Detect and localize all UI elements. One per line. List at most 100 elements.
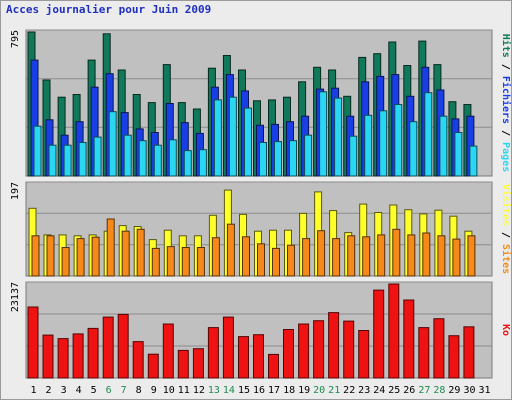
x-tick-label-day-27: 27 — [418, 385, 430, 396]
bar-sites-day-19 — [302, 238, 311, 277]
bar-sites-day-7 — [121, 230, 130, 277]
bar-pages-day-4 — [78, 142, 87, 177]
x-tick-label-day-6: 6 — [106, 385, 112, 396]
bar-kb-day-16 — [253, 334, 264, 379]
bar-sites-day-14 — [226, 223, 235, 277]
x-tick-label-day-21: 21 — [328, 385, 340, 396]
x-tick-label-day-9: 9 — [151, 385, 157, 396]
x-tick-label-day-29: 29 — [448, 385, 460, 396]
x-tick-label-day-1: 1 — [30, 385, 36, 396]
chart-title: Acces journalier pour Juin 2009 — [6, 3, 212, 16]
bar-kb-day-6 — [102, 316, 114, 379]
bar-sites-day-15 — [242, 236, 250, 277]
bar-kb-day-4 — [72, 333, 84, 379]
x-tick-label-day-3: 3 — [61, 385, 67, 396]
legend-entry-separator: / — [500, 124, 511, 142]
x-tick-label-day-22: 22 — [343, 385, 355, 396]
bar-sites-day-12 — [196, 247, 205, 277]
bar-pages-day-15 — [244, 107, 252, 177]
bar-pages-day-10 — [168, 139, 177, 177]
bar-sites-day-5 — [91, 236, 100, 277]
bar-pages-day-12 — [198, 149, 207, 177]
bar-sites-day-25 — [392, 228, 401, 277]
bar-kb-day-22 — [343, 320, 355, 379]
bar-pages-day-28 — [439, 115, 448, 177]
bar-kb-day-19 — [298, 323, 310, 379]
bar-pages-day-6 — [108, 111, 117, 177]
bar-pages-day-14 — [228, 96, 237, 177]
x-tick-label-day-12: 12 — [193, 385, 205, 396]
bar-pages-day-7 — [123, 134, 132, 177]
bar-kb-day-26 — [403, 299, 415, 379]
bar-kb-day-29 — [448, 335, 460, 379]
x-tick-label-day-2: 2 — [45, 385, 51, 396]
bar-sites-day-4 — [76, 238, 85, 277]
bar-kb-day-14 — [222, 316, 234, 379]
bar-kb-day-13 — [207, 327, 219, 379]
x-tick-label-day-26: 26 — [403, 385, 415, 396]
bar-sites-day-6 — [106, 218, 115, 277]
legend-entry-hits: Hits — [500, 34, 512, 58]
bar-sites-day-9 — [151, 247, 160, 277]
bar-sites-day-23 — [362, 236, 371, 277]
bar-pages-day-22 — [349, 135, 358, 177]
legend-bottom: Ko — [500, 324, 511, 336]
bar-sites-day-17 — [272, 247, 280, 277]
x-tick-label-day-28: 28 — [433, 385, 445, 396]
x-tick-label-day-7: 7 — [121, 385, 127, 396]
bar-sites-day-27 — [422, 232, 431, 277]
x-tick-label-day-25: 25 — [388, 385, 400, 396]
bar-pages-day-27 — [424, 92, 433, 177]
bar-kb-day-15 — [238, 336, 249, 379]
bar-kb-day-30 — [463, 326, 475, 379]
bar-pages-day-13 — [213, 99, 222, 177]
x-tick-label-day-19: 19 — [298, 385, 310, 396]
x-tick-label-day-13: 13 — [208, 385, 220, 396]
x-tick-label-day-4: 4 — [76, 385, 82, 396]
x-tick-label-day-5: 5 — [91, 385, 97, 396]
x-tick-label-day-15: 15 — [238, 385, 250, 396]
bar-sites-day-26 — [407, 234, 416, 277]
bar-pages-day-20 — [319, 91, 328, 177]
bar-pages-day-24 — [379, 110, 388, 177]
bar-kb-day-9 — [147, 353, 159, 379]
x-tick-label-day-18: 18 — [283, 385, 295, 396]
bar-pages-day-11 — [183, 150, 192, 177]
bar-kb-day-28 — [433, 318, 445, 379]
bar-kb-day-11 — [177, 349, 189, 379]
bar-pages-day-21 — [334, 97, 343, 177]
bar-sites-day-13 — [211, 237, 220, 277]
legend-entry-separator: / — [500, 226, 511, 244]
bar-kb-day-5 — [87, 327, 99, 379]
bar-sites-day-16 — [257, 243, 265, 277]
x-tick-label-day-17: 17 — [268, 385, 280, 396]
bar-kb-day-25 — [388, 283, 400, 379]
bar-pages-day-5 — [93, 136, 102, 177]
legend-middle: Visites / Sites — [500, 184, 512, 274]
bar-sites-day-1 — [31, 235, 40, 277]
bar-pages-day-29 — [454, 132, 463, 177]
legend-entry-sites: Sites — [500, 244, 512, 274]
ymax-label-kb: 23137 — [10, 282, 21, 312]
bar-pages-day-18 — [289, 140, 297, 177]
bar-sites-day-28 — [437, 235, 446, 277]
x-tick-label-day-30: 30 — [463, 385, 475, 396]
bar-kb-day-23 — [358, 330, 370, 379]
legend-entry-pages: Pages — [500, 142, 511, 172]
legend-entry-files: Fichiers — [500, 76, 512, 124]
bar-sites-day-2 — [46, 235, 55, 277]
bar-sites-day-8 — [136, 228, 145, 277]
bar-pages-day-8 — [138, 140, 147, 177]
bar-kb-day-3 — [57, 338, 69, 379]
bar-pages-day-1 — [33, 125, 42, 177]
x-tick-label-day-20: 20 — [313, 385, 325, 396]
bar-sites-day-10 — [166, 246, 175, 277]
x-tick-label-day-16: 16 — [253, 385, 265, 396]
bar-kb-day-2 — [42, 334, 54, 379]
ymax-label-hits_files_pages: 795 — [10, 30, 21, 48]
legend-entry-visits: Visites — [500, 184, 512, 226]
bar-sites-day-11 — [181, 247, 190, 277]
x-tick-label-day-10: 10 — [163, 385, 175, 396]
bar-sites-day-20 — [317, 230, 326, 277]
